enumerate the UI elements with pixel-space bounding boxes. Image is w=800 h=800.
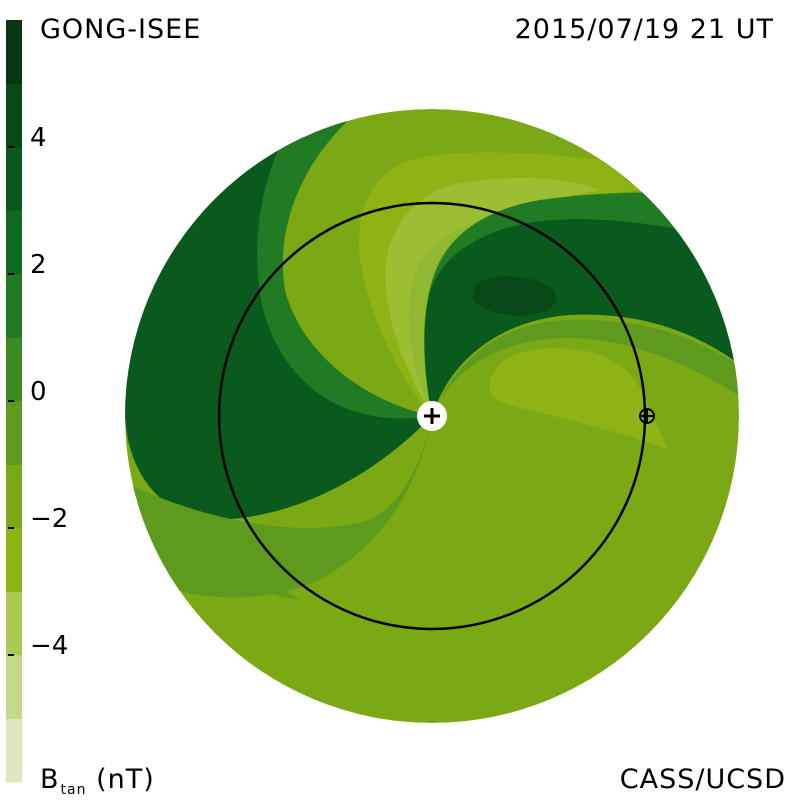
dark-patch [472,276,557,316]
colorbar-segment [6,147,22,211]
colorbar-segment [6,718,22,783]
band-right-middle [432,319,739,416]
arm-left-medium [257,110,432,419]
colorbar-segment [6,528,22,592]
circled-plus-icon [639,408,655,424]
datetime-label: 2015/07/19 21 UT [514,14,774,45]
arm-top-light [359,152,640,416]
colorbar-segment [6,337,22,402]
colorbar-tick-label: 0 [30,377,47,407]
quantity-label: Btan (nT) [40,764,155,798]
arm-top-lighter [385,178,600,416]
colorbar-segment [6,655,22,719]
colorbar-tick-mark [8,527,14,529]
right-light-patch [489,348,670,450]
plus-in-white-circle-icon [417,401,447,431]
band-upper-right-dark [424,219,739,416]
colorbar-segment [6,274,22,338]
colorbar-segment [6,210,22,275]
colorbar-segment [6,401,22,465]
colorbar-tick-label: 2 [30,250,47,280]
colorbar-tick-label: −4 [30,631,69,661]
colorbar-segment [6,464,22,529]
credit-label: CASS/UCSD [619,764,786,795]
colorbar-tick-label: −2 [30,504,69,534]
quantity-subscript: tan [60,782,87,798]
colorbar-segment [6,83,22,148]
quantity-unit: (nT) [96,764,155,795]
colorbar-tick-mark [8,273,14,275]
colorbar-segment [6,20,22,84]
colorbar-tick-mark [8,400,14,402]
colorbar-tick-label: 4 [30,123,47,153]
colorbar-segment [6,591,22,656]
source-label: GONG-ISEE [40,14,202,45]
colorbar-tick-mark [8,654,14,656]
quantity-main: B [40,764,60,795]
colorbar [6,20,22,783]
colorbar-tick-mark [8,146,14,148]
